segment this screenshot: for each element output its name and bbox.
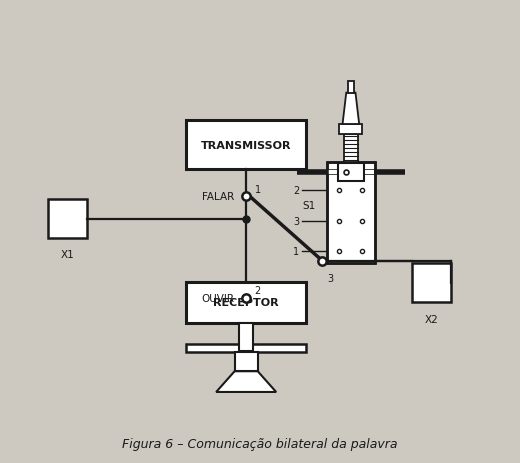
- Text: FALAR: FALAR: [202, 192, 235, 202]
- Bar: [348, 82, 354, 94]
- Text: X2: X2: [425, 314, 439, 324]
- Text: 2: 2: [293, 186, 299, 196]
- Text: Figura 6 – Comunicação bilateral da palavra: Figura 6 – Comunicação bilateral da pala…: [122, 437, 398, 450]
- Bar: [328, 170, 374, 175]
- Bar: [344, 135, 358, 163]
- Polygon shape: [216, 371, 276, 392]
- Text: 3: 3: [293, 216, 299, 226]
- Bar: [412, 264, 451, 303]
- Text: OUVIR: OUVIR: [202, 293, 235, 303]
- Bar: [327, 163, 375, 264]
- Text: 1: 1: [293, 247, 299, 257]
- Bar: [235, 352, 258, 371]
- Text: S1: S1: [303, 201, 316, 211]
- Bar: [340, 125, 362, 135]
- Bar: [327, 163, 375, 264]
- Bar: [186, 282, 306, 324]
- Bar: [186, 121, 306, 169]
- Polygon shape: [343, 94, 359, 125]
- Bar: [186, 344, 306, 352]
- Text: 1: 1: [254, 184, 261, 194]
- Text: X1: X1: [60, 250, 74, 260]
- Text: TRANSMISSOR: TRANSMISSOR: [201, 140, 291, 150]
- Bar: [239, 324, 253, 351]
- Text: 2: 2: [254, 286, 261, 295]
- Bar: [338, 164, 365, 181]
- Text: RECEPTOR: RECEPTOR: [213, 298, 279, 308]
- Bar: [48, 199, 87, 238]
- Text: 3: 3: [327, 273, 333, 283]
